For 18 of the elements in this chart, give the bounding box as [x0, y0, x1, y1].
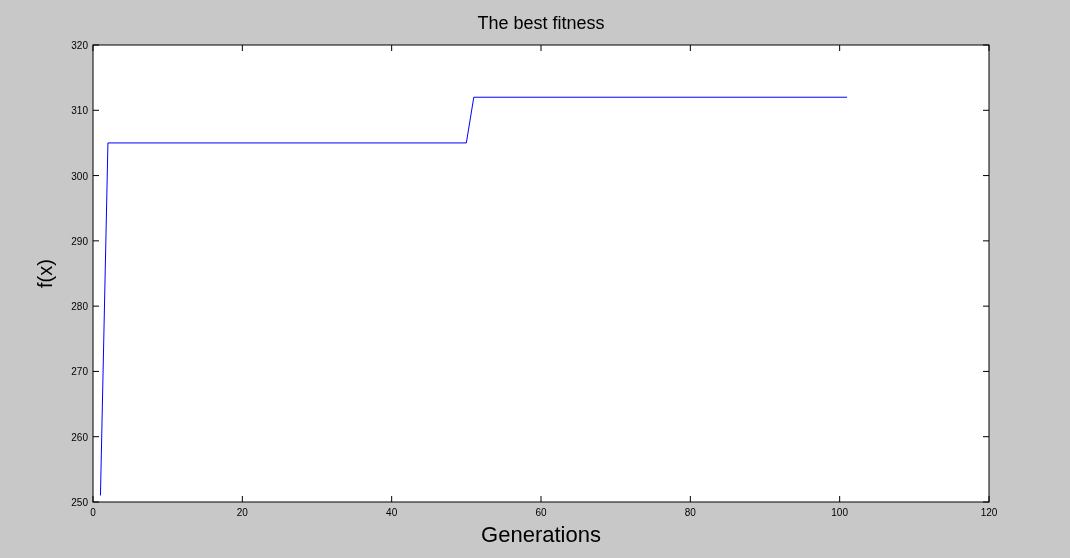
y-tick-label: 250 — [71, 497, 89, 508]
y-tick-label: 260 — [71, 431, 89, 443]
x-tick-label: 80 — [684, 507, 697, 518]
y-tick-label: 290 — [71, 235, 89, 247]
y-tick-label: 300 — [71, 170, 89, 182]
y-tick-label: 310 — [71, 105, 89, 117]
x-tick-label: 60 — [535, 507, 547, 518]
chart-title: The best fitness — [477, 13, 605, 33]
x-axis-title: Generations — [481, 522, 601, 547]
x-tick-label: 120 — [980, 507, 998, 518]
x-tick-label: 0 — [90, 507, 97, 518]
y-axis-title: f(x) — [34, 259, 56, 288]
y-tick-label: 280 — [71, 301, 89, 313]
x-tick-label: 40 — [386, 507, 398, 518]
y-tick-label: 320 — [71, 40, 89, 51]
x-tick-label: 100 — [831, 507, 849, 518]
y-tick-label: 270 — [71, 366, 89, 378]
x-tick-label: 20 — [236, 507, 249, 518]
